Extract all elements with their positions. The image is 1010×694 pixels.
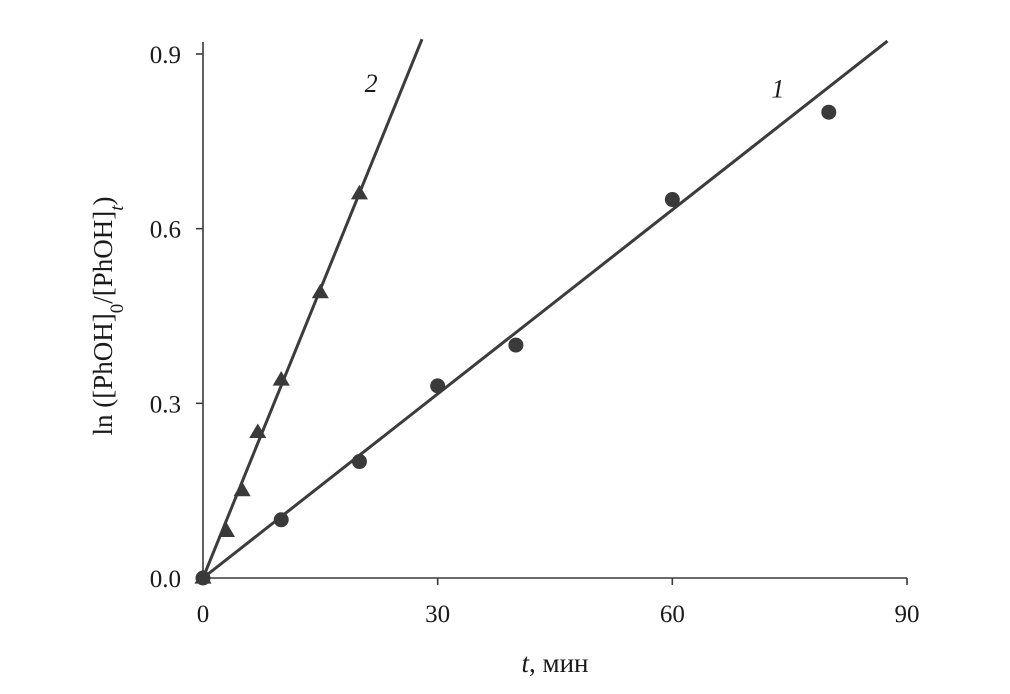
axes-group: [202, 42, 907, 579]
x-tick-label: 90: [895, 601, 920, 628]
triangle-marker: [233, 481, 251, 497]
circle-marker: [351, 454, 367, 470]
triangle-marker: [217, 522, 236, 538]
y-tick-label: 0.0: [150, 566, 181, 593]
fit-line-series-1: [202, 39, 889, 580]
x-tick-label: 30: [425, 601, 450, 628]
y-axis-title-part-a: ln ([PhOH]: [88, 313, 118, 435]
triangle-marker: [249, 423, 267, 439]
x-axis-title-unit: , мин: [529, 648, 588, 678]
fit-lines-group: [201, 38, 889, 580]
x-axis-title-var: t: [522, 648, 531, 678]
x-tick-label: 60: [660, 601, 685, 628]
circle-marker: [430, 378, 446, 394]
circle-marker: [273, 512, 289, 528]
x-tick-label: 0: [197, 601, 210, 628]
y-axis-title-part-b: /[PhOH]: [88, 211, 118, 304]
fit-line-series-2: [201, 38, 424, 579]
y-axis-title: ln ([PhOH]0/[PhOH]t): [88, 196, 128, 435]
y-tick-label: 0.9: [150, 42, 181, 69]
markers-group: [194, 104, 837, 586]
y-axis-title-sub-t: t: [107, 205, 128, 211]
triangle-marker: [311, 283, 329, 299]
x-axis-title: t, мин: [522, 648, 589, 678]
triangle-marker: [350, 184, 368, 200]
y-axis-title-sub-0: 0: [107, 304, 128, 314]
series-label-1: 1: [771, 75, 784, 104]
y-tick-label: 0.6: [150, 217, 181, 244]
circle-marker: [508, 337, 524, 353]
ticks-group: 0 30 60 90 0.0 0.3 0.6 0.9: [150, 42, 920, 628]
triangle-marker: [272, 371, 290, 386]
y-axis-title-part-c: ): [88, 196, 118, 205]
series-labels-group: 12: [365, 69, 785, 104]
y-tick-label: 0.3: [150, 391, 181, 418]
circle-marker: [821, 104, 837, 120]
series-label-2: 2: [365, 69, 378, 98]
circle-marker: [664, 192, 680, 208]
